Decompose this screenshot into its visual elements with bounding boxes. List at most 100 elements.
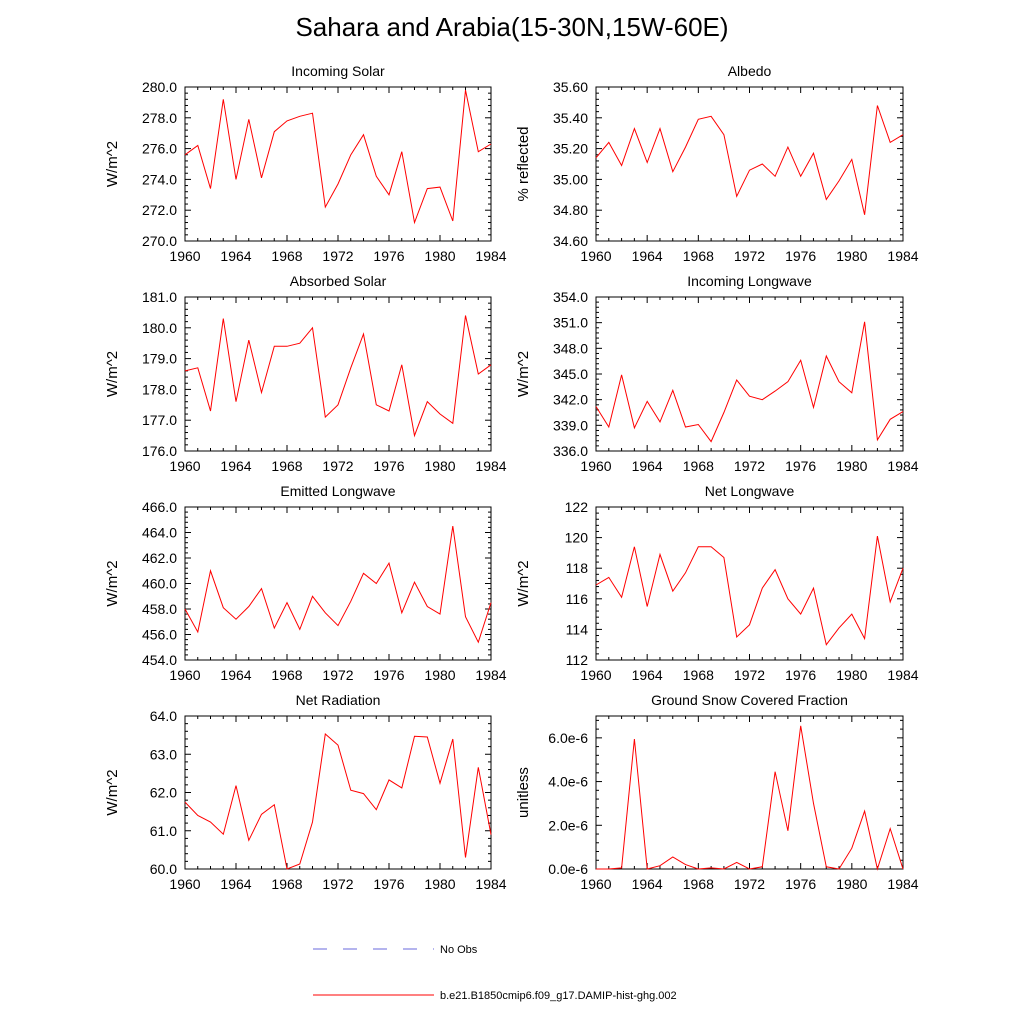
- plot-frame: [184, 506, 492, 661]
- y-tick-label: 62.0: [150, 785, 177, 801]
- y-tick-label: 354.0: [553, 289, 588, 305]
- x-tick-label: 1972: [322, 876, 353, 892]
- y-tick-label: 177.0: [142, 412, 177, 428]
- y-tick-label: 458.0: [142, 601, 177, 617]
- x-tick-label: 1972: [734, 248, 765, 264]
- y-axis-label: % reflected: [515, 126, 532, 201]
- y-tick-label: 122: [565, 499, 589, 515]
- x-tick-label: 1976: [373, 248, 404, 264]
- y-tick-label: 336.0: [553, 443, 588, 459]
- y-axis-label: W/m^2: [104, 769, 121, 815]
- y-tick-label: 35.60: [553, 79, 588, 95]
- x-tick-label: 1968: [271, 458, 302, 474]
- y-tick-label: 120: [565, 530, 589, 546]
- y-tick-label: 2.0e-6: [548, 817, 588, 833]
- y-tick-label: 454.0: [142, 652, 177, 668]
- series-line: [184, 89, 492, 225]
- panel-title: Ground Snow Covered Fraction: [651, 692, 848, 708]
- x-tick-label: 1968: [271, 667, 302, 683]
- y-tick-label: 278.0: [142, 110, 177, 126]
- x-tick-label: 1968: [683, 667, 714, 683]
- y-tick-label: 270.0: [142, 233, 177, 249]
- panel-4: 1960 1964 1968 1972 1976 1980 1984 336.0 339.0 34…: [515, 273, 919, 474]
- x-tick-label: 1984: [887, 876, 918, 892]
- y-tick-label: 63.0: [150, 746, 177, 762]
- series-line: [184, 315, 492, 438]
- x-tick-label: 1964: [632, 248, 663, 264]
- x-tick-label: 1980: [836, 876, 867, 892]
- y-axis-label: W/m^2: [515, 560, 532, 606]
- x-tick-label: 1964: [632, 667, 663, 683]
- y-tick-label: 280.0: [142, 79, 177, 95]
- y-axis-label: W/m^2: [104, 560, 121, 606]
- y-tick-label: 345.0: [553, 366, 588, 382]
- x-tick-label: 1980: [424, 248, 455, 264]
- x-tick-label: 1960: [580, 248, 611, 264]
- y-tick-label: 351.0: [553, 315, 588, 331]
- panel-7: 1960 1964 1968 1972 1976 1980 1984 60.0 61.0 62.0…: [104, 692, 507, 892]
- panel-title: Net Longwave: [705, 483, 795, 499]
- x-tick-label: 1964: [220, 458, 251, 474]
- x-tick-label: 1972: [322, 458, 353, 474]
- x-tick-label: 1976: [373, 458, 404, 474]
- y-tick-label: 342.0: [553, 392, 588, 408]
- x-tick-label: 1980: [424, 876, 455, 892]
- y-tick-label: 456.0: [142, 627, 177, 643]
- series-line: [596, 725, 904, 871]
- x-tick-label: 1964: [220, 876, 251, 892]
- x-tick-label: 1960: [169, 248, 200, 264]
- x-tick-label: 1984: [887, 248, 918, 264]
- x-tick-label: 1960: [169, 876, 200, 892]
- x-tick-label: 1980: [836, 667, 867, 683]
- panel-2: 1960 1964 1968 1972 1976 1980 1984 34.60 34.80 35…: [515, 63, 919, 264]
- panel-title: Incoming Longwave: [687, 273, 812, 289]
- y-tick-label: 176.0: [142, 443, 177, 459]
- series-line: [184, 526, 492, 644]
- panel-title: Net Radiation: [296, 692, 381, 708]
- plot-frame: [184, 296, 492, 452]
- x-tick-label: 1960: [169, 667, 200, 683]
- x-tick-label: 1976: [373, 876, 404, 892]
- plot-frame: [184, 715, 492, 870]
- y-tick-label: 61.0: [150, 823, 177, 839]
- y-tick-label: 272.0: [142, 202, 177, 218]
- y-tick-label: 114: [566, 621, 589, 637]
- y-tick-label: 6.0e-6: [548, 730, 588, 746]
- panel-6: 1960 1964 1968 1972 1976 1980 1984 112 114 116 118…: [515, 483, 919, 683]
- x-tick-label: 1964: [632, 458, 663, 474]
- y-tick-label: 274.0: [142, 171, 177, 187]
- x-tick-label: 1976: [785, 667, 816, 683]
- x-tick-label: 1960: [580, 876, 611, 892]
- y-tick-label: 460.0: [142, 576, 177, 592]
- x-tick-label: 1972: [734, 876, 765, 892]
- x-tick-label: 1964: [220, 667, 251, 683]
- x-tick-label: 1980: [836, 458, 867, 474]
- y-tick-label: 34.80: [553, 202, 588, 218]
- panel-title: Emitted Longwave: [280, 483, 395, 499]
- x-tick-label: 1964: [632, 876, 663, 892]
- panel-8: 1960 1964 1968 1972 1976 1980 1984 0.0e-6 2.0e-6…: [515, 692, 919, 892]
- y-tick-label: 60.0: [150, 861, 177, 877]
- y-axis-label: W/m^2: [515, 351, 532, 397]
- x-tick-label: 1984: [475, 248, 506, 264]
- y-tick-label: 64.0: [150, 708, 177, 724]
- y-tick-label: 464.0: [142, 525, 177, 541]
- x-tick-label: 1968: [271, 876, 302, 892]
- y-tick-label: 35.40: [553, 110, 588, 126]
- x-tick-label: 1984: [887, 458, 918, 474]
- x-tick-label: 1980: [836, 248, 867, 264]
- y-tick-label: 180.0: [142, 320, 177, 336]
- y-tick-label: 4.0e-6: [548, 774, 588, 790]
- y-tick-label: 118: [566, 560, 589, 576]
- x-tick-label: 1980: [424, 667, 455, 683]
- x-tick-label: 1972: [734, 667, 765, 683]
- x-tick-label: 1976: [373, 667, 404, 683]
- plot-frame: [184, 86, 492, 242]
- panel-1: 1960 1964 1968 1972 1976 1980 1984 270.0 272.0 27…: [104, 63, 507, 264]
- y-tick-label: 112: [566, 652, 589, 668]
- x-tick-label: 1960: [580, 458, 611, 474]
- x-tick-label: 1972: [734, 458, 765, 474]
- x-tick-label: 1964: [220, 248, 251, 264]
- y-tick-label: 116: [566, 591, 589, 607]
- y-tick-label: 35.20: [553, 141, 588, 157]
